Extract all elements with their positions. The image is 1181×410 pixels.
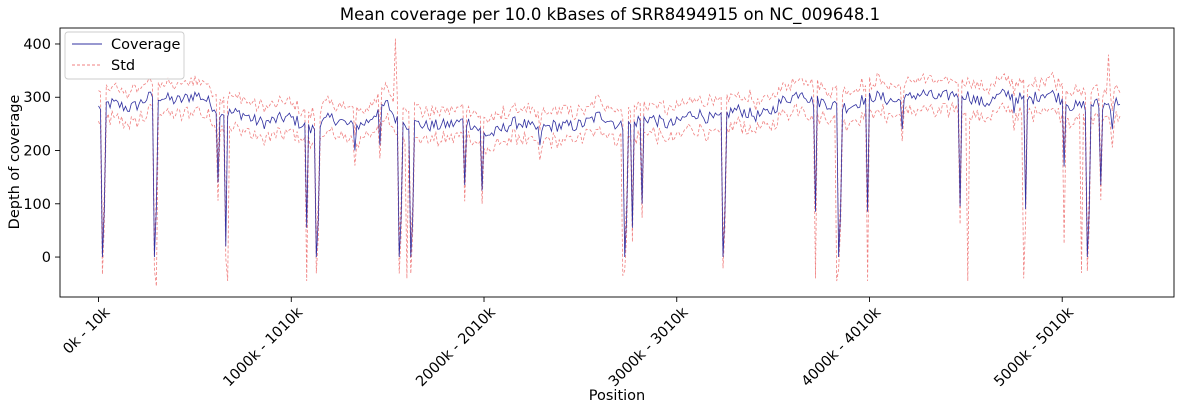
x-tick-label: 4000k - 4010k [799,304,885,390]
x-tick-label: 5000k - 5010k [991,304,1077,390]
std-series [98,38,1121,287]
legend: Coverage Std [64,31,185,80]
chart-title: Mean coverage per 10.0 kBases of SRR8494… [340,5,880,25]
legend-std-label: Std [111,58,135,74]
x-tick-label: 0k - 10k [60,304,113,357]
y-tick-label: 100 [23,197,51,213]
x-tick-label: 3000k - 3010k [606,304,692,390]
plot-frame [59,27,1175,298]
plot-area [59,27,1175,298]
x-axis-label: Position [589,388,645,404]
plot-background [60,28,1174,297]
coverage-series [98,88,1121,258]
coverage-line [98,88,1121,258]
y-tick-label: 300 [23,90,51,106]
x-axis: 0k - 10k 1000k - 1010k 2000k - 2010k 3000k … [60,297,1077,390]
x-tick-label: 2000k - 2010k [413,304,499,390]
y-axis: 0 100 200 300 400 [23,37,60,266]
y-tick-label: 0 [42,250,51,266]
legend-coverage-label: Coverage [111,37,181,53]
x-tick-label: 1000k - 1010k [221,304,307,390]
y-axis-label: Depth of coverage [7,95,23,230]
y-tick-label: 200 [23,144,51,160]
std-lower-line [98,101,1121,287]
y-tick-label: 400 [23,37,51,53]
